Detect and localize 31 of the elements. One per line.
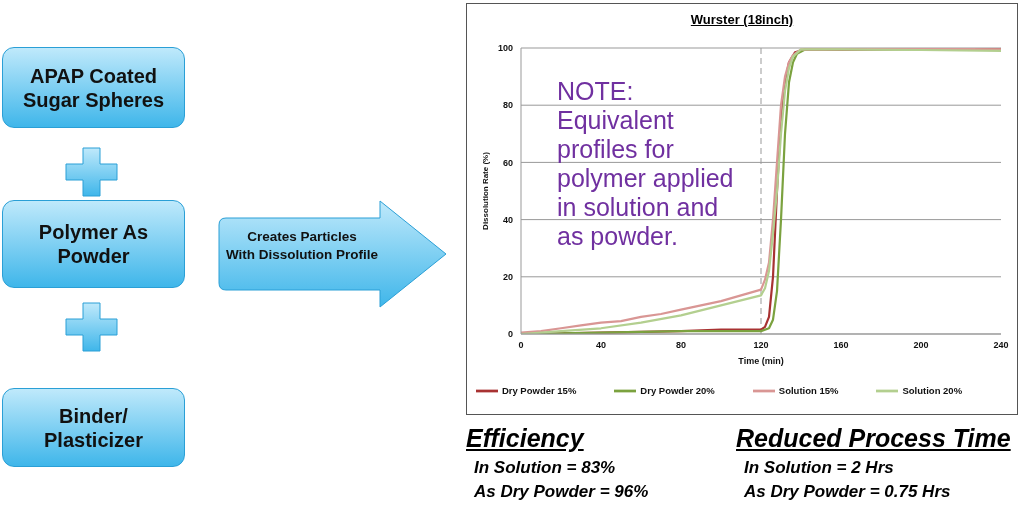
y-axis-title: Dissolution Rate (%) (480, 151, 490, 230)
y-tick-label: 20 (502, 271, 513, 282)
text: Creates Particles With Dissolution Profile (224, 228, 380, 265)
x-tick-label: 40 (595, 340, 607, 351)
x-tick-label: 240 (993, 340, 1009, 351)
text: Reduced Process Time (736, 424, 1011, 453)
x-tick-label: 200 (913, 340, 929, 351)
x-tick-label: 160 (833, 340, 849, 351)
chart-title: Wurster (18inch) (689, 12, 795, 27)
legend-label: Solution 20% (902, 384, 963, 396)
text: Binder/ Plasticizer (2, 388, 185, 467)
y-tick-label: 60 (502, 157, 513, 168)
text: APAP Coated Sugar Spheres (2, 47, 185, 128)
text: As Dry Powder = 0.75 Hrs (744, 482, 951, 502)
annotation: NOTE: Equivalent profiles for polymer applied in solution and as powder. (557, 77, 734, 251)
y-tick-label: 0 (507, 329, 513, 340)
x-axis-title: Time (min) (738, 356, 784, 366)
y-tick-label: 100 (497, 43, 513, 54)
legend-label: Dry Powder 15% (501, 384, 577, 396)
x-tick-label: 80 (675, 340, 687, 351)
y-tick-label: 80 (502, 100, 513, 111)
x-tick-label: 0 (518, 340, 524, 351)
text: Polymer As Powder (2, 200, 185, 288)
y-tick-label: 40 (502, 214, 513, 225)
text: In Solution = 83% (474, 458, 616, 478)
text: Efficiency (466, 424, 584, 453)
x-tick-label: 120 (753, 340, 769, 351)
text: In Solution = 2 Hrs (744, 458, 894, 478)
legend-label: Solution 15% (778, 384, 839, 396)
legend-label: Dry Powder 20% (640, 384, 715, 396)
text: As Dry Powder = 96% (474, 482, 649, 502)
